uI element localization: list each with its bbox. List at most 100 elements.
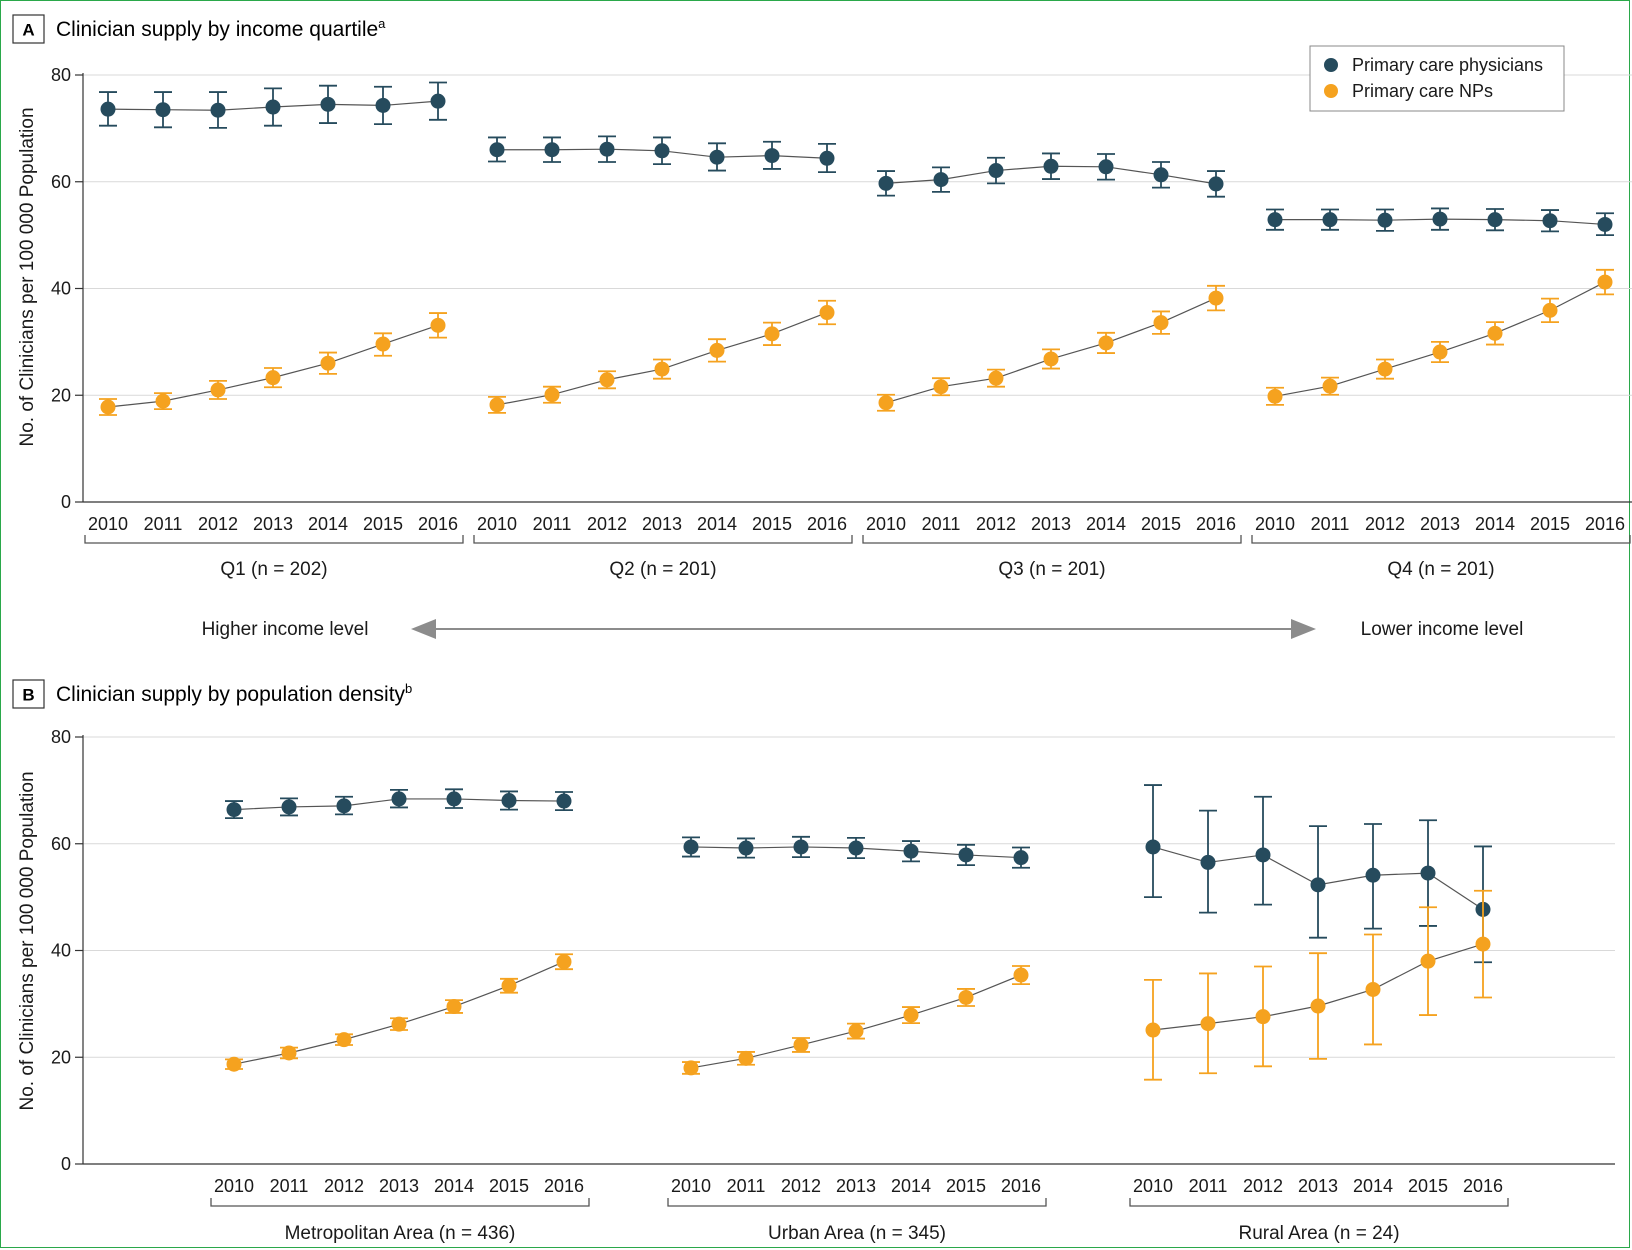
panel-b-y-axis-label: No. of Clinicians per 100 000 Population	[17, 771, 38, 1110]
panel-a-nps-point	[988, 370, 1004, 386]
panel-a-physicians-point	[375, 97, 391, 113]
panel-b-nps-point	[1200, 1016, 1216, 1032]
panel-a-physicians-point	[1208, 176, 1224, 192]
panel-b-x-tick-label: 2010	[671, 1176, 711, 1196]
panel-b-nps-point	[683, 1060, 699, 1076]
panel-a-physicians-point	[1432, 211, 1448, 227]
panel-b-x-tick-label: 2014	[1353, 1176, 1393, 1196]
panel-a-group-label: Q3 (n = 201)	[998, 559, 1105, 580]
panel-a-x-tick-label: 2016	[1585, 514, 1625, 534]
panel-a-group-bracket	[862, 535, 1242, 544]
panel-a-x-tick-label: 2014	[308, 514, 348, 534]
panel-b-nps-point	[281, 1045, 297, 1061]
panel-a-nps-point	[1377, 361, 1393, 377]
panel-b-x-tick-label: 2016	[544, 1176, 584, 1196]
panel-a-physicians-point	[100, 101, 116, 117]
panel-b-nps-point	[446, 999, 462, 1015]
panel-a-x-tick-label: 2014	[697, 514, 737, 534]
income-arrow	[411, 619, 1316, 639]
panel-b-nps-point	[501, 978, 517, 994]
panel-a-x-tick-label: 2010	[477, 514, 517, 534]
panel-b-physicians-point	[336, 798, 352, 814]
panel-b-letter-box	[12, 679, 45, 709]
panel-b-x-tick-label: 2010	[1133, 1176, 1173, 1196]
panel-a-y-axis-label: No. of Clinicians per 100 000 Population	[17, 107, 38, 446]
panel-a-physicians-point	[764, 148, 780, 164]
panel-a-x-tick-label: 2010	[1255, 514, 1295, 534]
panel-a-x-tick-label: 2015	[1530, 514, 1570, 534]
panel-b-x-tick-label: 2011	[1189, 1176, 1228, 1196]
panel-a-nps-point	[1098, 335, 1114, 351]
panel-b-physicians-point	[446, 791, 462, 807]
panel-a-physicians-point	[430, 93, 446, 109]
panel-b-x-tick-label: 2015	[1408, 1176, 1448, 1196]
legend-nps-label: Primary care NPs	[1352, 81, 1493, 101]
panel-b-nps-point	[1365, 981, 1381, 997]
panel-a-x-tick-label: 2011	[533, 514, 572, 534]
panel-a-x-tick-label: 2016	[418, 514, 458, 534]
panel-b-nps-point	[1475, 936, 1491, 952]
panel-b-nps-point	[556, 954, 572, 970]
panel-a-physicians-point	[1487, 212, 1503, 228]
panel-b-physicians-point	[683, 839, 699, 855]
panel-b-physicians-point	[281, 799, 297, 815]
panel-a-physicians-point	[1153, 167, 1169, 183]
panel-a-nps-point	[1043, 351, 1059, 367]
panel-a-letter-box	[12, 14, 45, 44]
panel-b-x-tick-label: 2015	[946, 1176, 986, 1196]
panel-b-x-tick-label: 2013	[379, 1176, 419, 1196]
panel-a-x-tick-label: 2011	[144, 514, 183, 534]
panel-a-title-sup: a	[378, 16, 386, 31]
panel-b-x-tick-label: 2014	[891, 1176, 931, 1196]
panel-b-physicians-point	[1200, 854, 1216, 870]
panel-b-y-tick-label: 60	[51, 834, 71, 854]
panel-a-y-tick-label: 80	[51, 65, 71, 85]
panel-a-physicians-point	[654, 143, 670, 159]
panel-a-physicians-point	[210, 102, 226, 118]
panel-a-nps-point	[1208, 290, 1224, 306]
panel-a-x-tick-label: 2016	[807, 514, 847, 534]
panel-b-x-tick-label: 2012	[324, 1176, 364, 1196]
panel-b-y-tick-label: 20	[51, 1047, 71, 1067]
panel-a-physicians-point	[1322, 212, 1338, 228]
panel-a-physicians-point	[709, 149, 725, 165]
panel-b-x-tick-label: 2012	[1243, 1176, 1283, 1196]
panel-a-nps-point	[1432, 344, 1448, 360]
panel-a-nps-point	[320, 355, 336, 371]
panel-a-group-label: Q2 (n = 201)	[609, 559, 716, 580]
panel-a-x-tick-label: 2014	[1086, 514, 1126, 534]
panel-a-physicians-point	[599, 141, 615, 157]
panel-a-physicians-point	[489, 142, 505, 158]
panel-b-physicians-point	[556, 793, 572, 809]
panel-a-nps-point	[709, 342, 725, 358]
panel-b-group-label: Urban Area (n = 345)	[768, 1223, 946, 1244]
panel-a-nps-series-line	[107, 324, 439, 408]
panel-a-nps-point	[430, 317, 446, 333]
panel-a-x-tick-label: 2011	[922, 514, 961, 534]
panel-b-plot: 0 20 40 60 80 2010 2011 2012 2013 2014 2015 2016 Met…	[51, 727, 1615, 1244]
panel-a-nps-point	[599, 372, 615, 388]
panel-a-nps-point	[1322, 378, 1338, 394]
panel-a-physicians-point	[988, 163, 1004, 179]
panel-b-x-tick-label: 2011	[270, 1176, 309, 1196]
panel-a-x-tick-label: 2015	[363, 514, 403, 534]
panel-b-x-tick-label: 2016	[1463, 1176, 1503, 1196]
lower-income-label: Lower income level	[1361, 619, 1524, 640]
panel-b-group-label: Metropolitan Area (n = 436)	[285, 1223, 516, 1244]
panel-a-x-tick-label: 2013	[642, 514, 682, 534]
panel-b-title-text: Clinician supply by population density	[56, 683, 406, 706]
panel-a-plot: 0 20 40 60 80 2010 2011 2012 2013 2014 2015 2016 Q1 …	[51, 65, 1632, 580]
panel-a-x-tick-label: 2012	[1365, 514, 1405, 534]
panel-a-title: Clinician supply by income quartilea	[56, 16, 386, 41]
panel-a-physicians-point	[1267, 212, 1283, 228]
higher-income-label: Higher income level	[202, 619, 369, 640]
panel-a-x-tick-label: 2016	[1196, 514, 1236, 534]
panel-b-physicians-point	[501, 793, 517, 809]
panel-b-nps-point	[1310, 998, 1326, 1014]
panel-a-x-tick-label: 2011	[1311, 514, 1350, 534]
panel-b-x-tick-label: 2013	[1298, 1176, 1338, 1196]
panel-b-physicians-point	[1420, 865, 1436, 881]
panel-a-letter: A	[22, 21, 34, 40]
panel-b-physicians-point	[226, 802, 242, 818]
